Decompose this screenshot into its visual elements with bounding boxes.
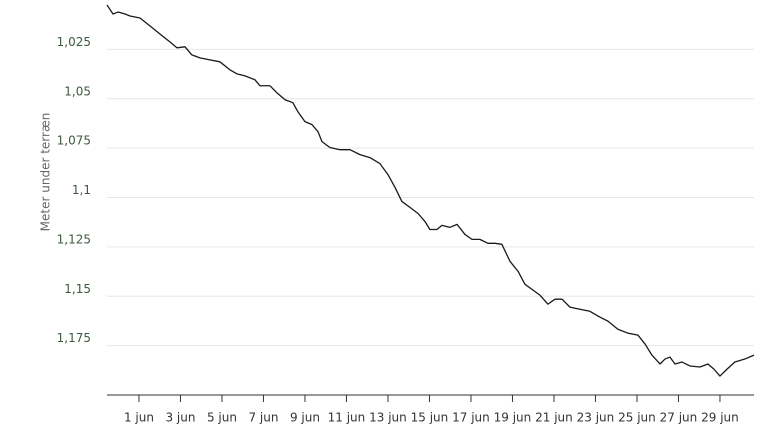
y-tick-label: 1,05: [64, 84, 91, 98]
y-tick-label: 1,1: [72, 183, 91, 197]
x-tick-label: 27 jun: [660, 411, 698, 425]
x-tick-label: 5 jun: [207, 411, 237, 425]
x-tick-label: 13 jun: [369, 411, 407, 425]
x-tick-label: 15 jun: [411, 411, 449, 425]
x-tick-label: 1 jun: [124, 411, 154, 425]
y-tick-label: 1,125: [57, 232, 91, 246]
x-tick-label: 3 jun: [165, 411, 195, 425]
x-tick-label: 17 jun: [452, 411, 490, 425]
y-tick-label: 1,025: [57, 35, 91, 49]
x-tick-label: 25 jun: [618, 411, 656, 425]
y-tick-label: 1,075: [57, 134, 91, 148]
x-tick-label: 29 jun: [701, 411, 739, 425]
y-axis-label: Meter under terræn: [39, 113, 53, 232]
x-tick-label: 19 jun: [494, 411, 532, 425]
x-tick-label: 9 jun: [290, 411, 320, 425]
x-tick-label: 23 jun: [577, 411, 615, 425]
y-tick-label: 1,175: [57, 331, 91, 345]
y-tick-label: 1,15: [64, 282, 91, 296]
data-line: [106, 4, 755, 377]
x-tick-label: 11 jun: [328, 411, 366, 425]
x-tick-label: 21 jun: [535, 411, 573, 425]
x-tick-label: 7 jun: [248, 411, 278, 425]
